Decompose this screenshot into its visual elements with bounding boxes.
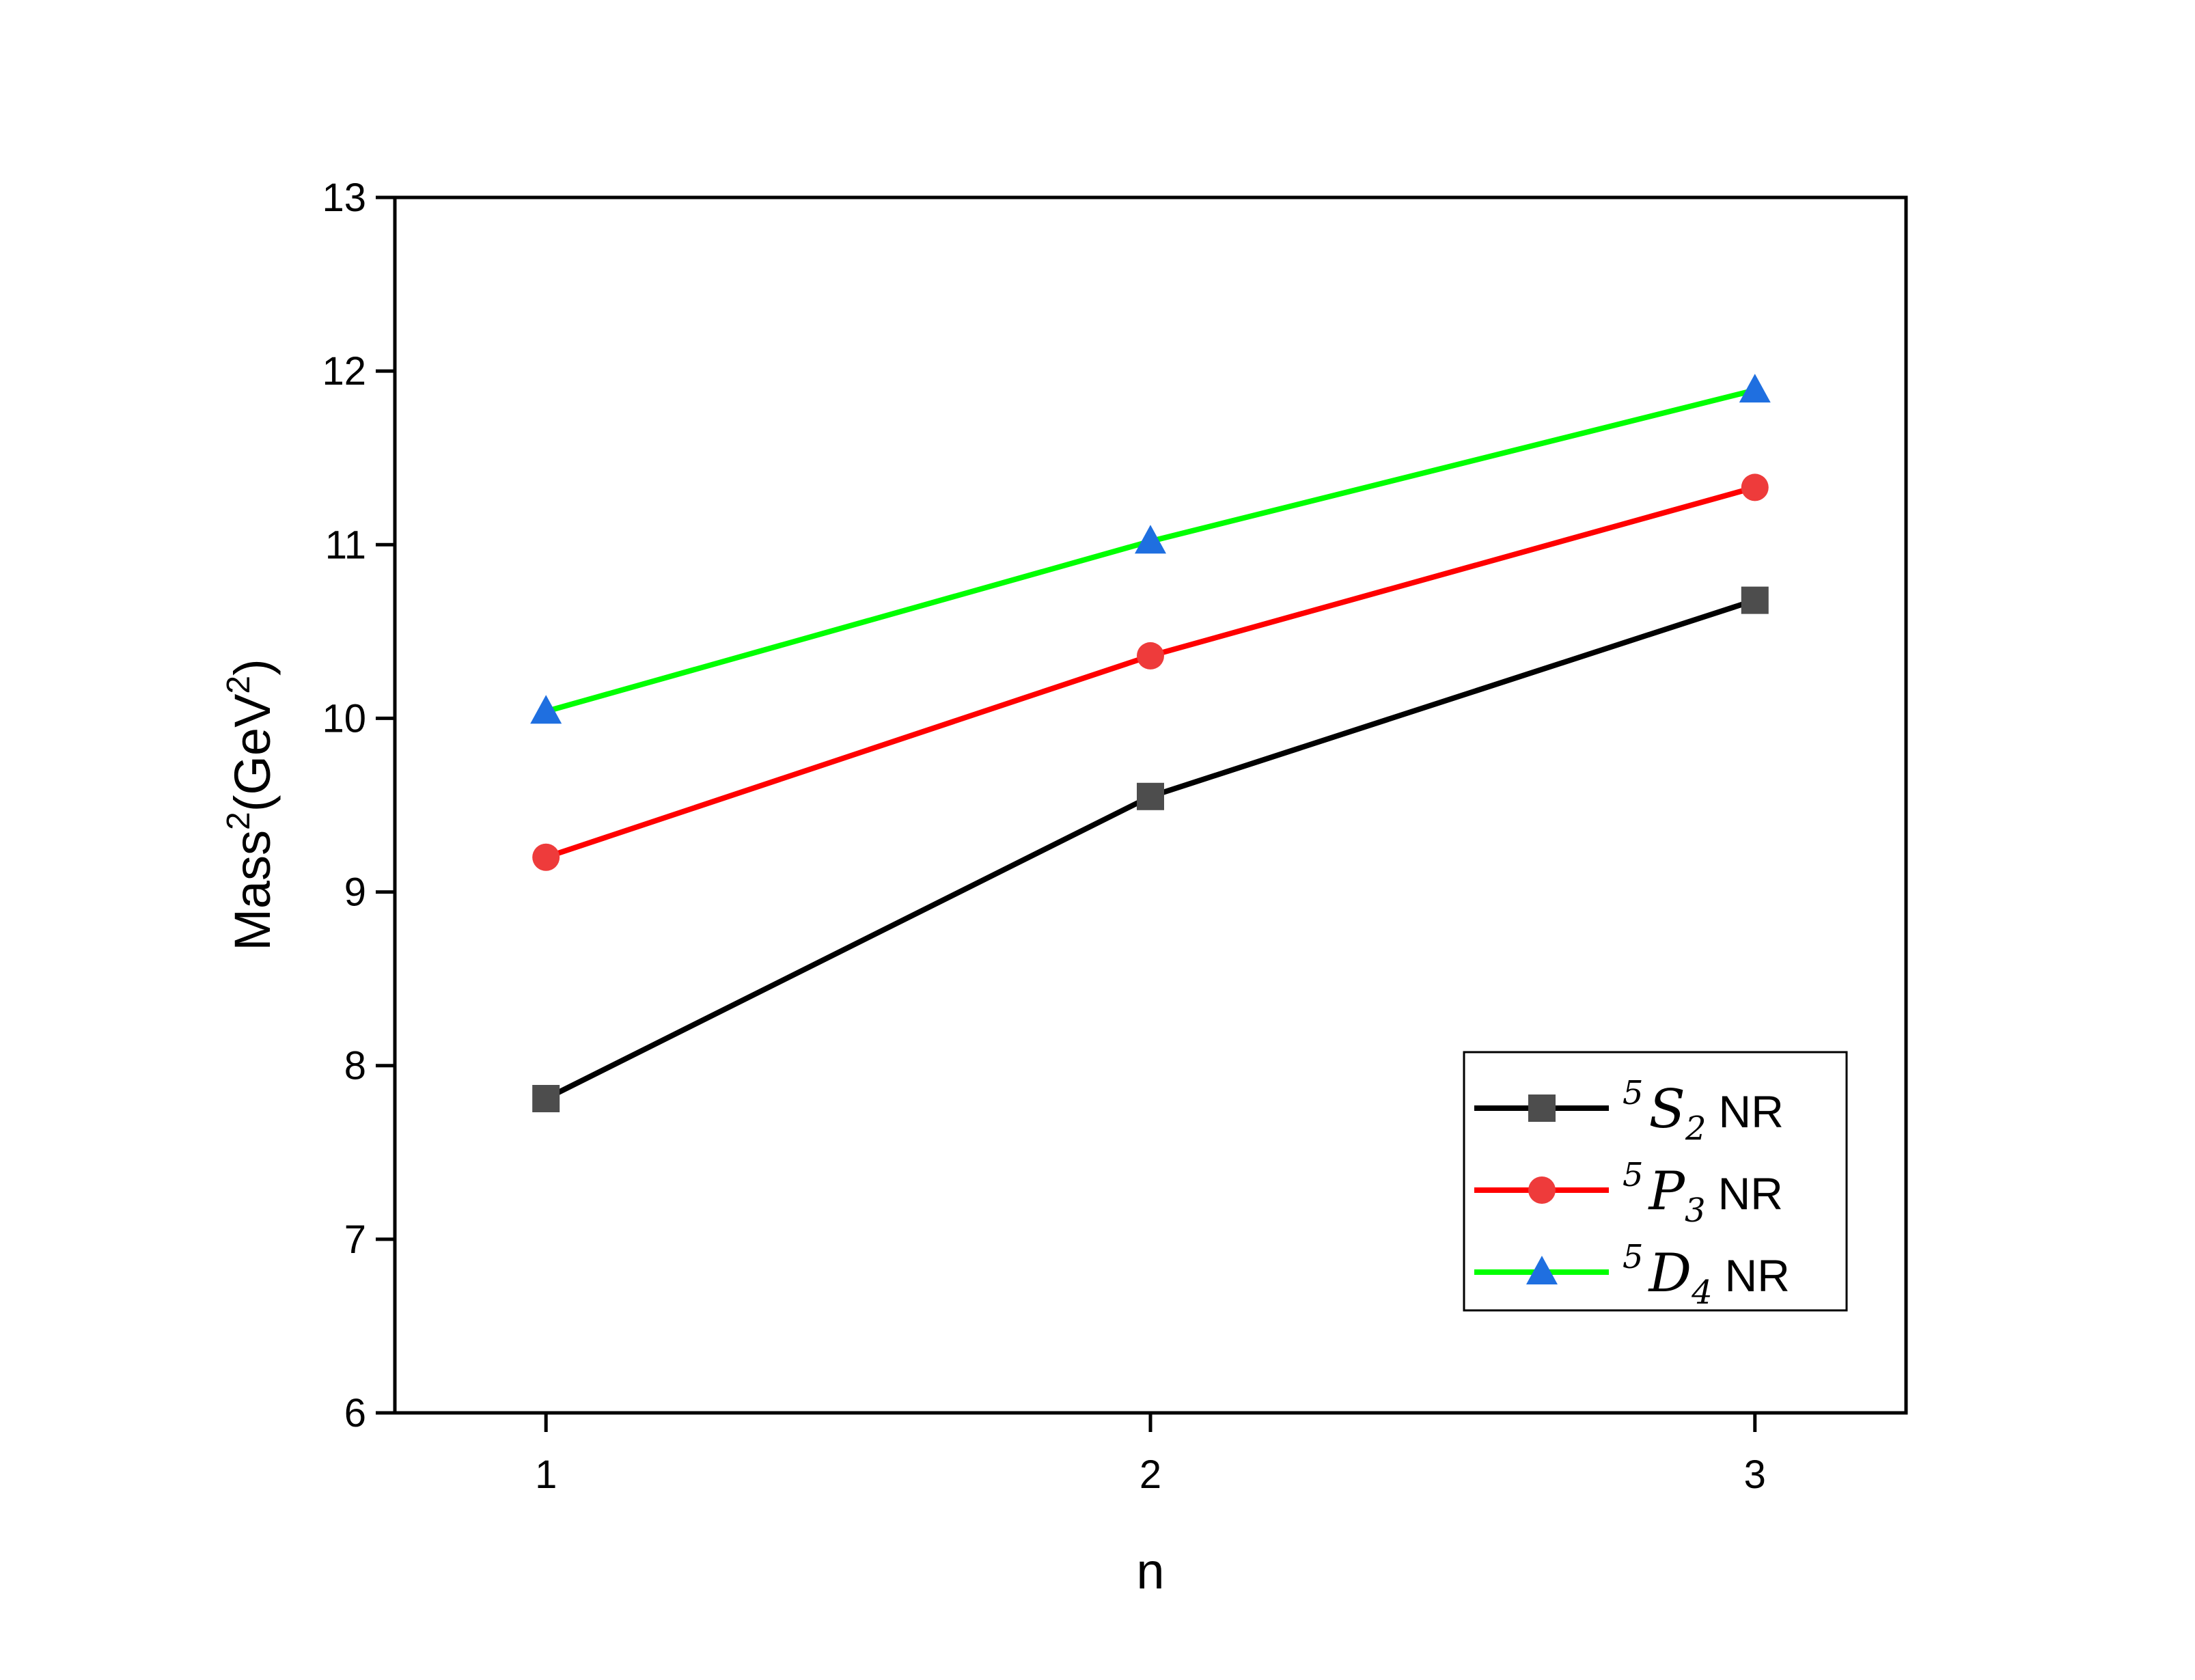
series-p bbox=[532, 473, 1769, 871]
point-d-2 bbox=[1135, 525, 1166, 554]
y-tick-label-11: 11 bbox=[325, 523, 366, 567]
x-axis-title: n bbox=[1136, 1543, 1164, 1599]
legend-item-s: 5 S2 NR bbox=[1474, 1074, 1784, 1148]
point-p-2 bbox=[1137, 642, 1164, 670]
series-layer bbox=[530, 374, 1771, 1113]
legend-item-p: 5 P3 NR bbox=[1474, 1156, 1783, 1230]
y-tick-label-10: 10 bbox=[322, 696, 366, 741]
y-tick-label-7: 7 bbox=[344, 1217, 366, 1262]
point-p-1 bbox=[532, 843, 560, 871]
y-tick-label-6: 6 bbox=[344, 1391, 366, 1435]
series-s bbox=[532, 586, 1769, 1113]
x-tick-label-3: 3 bbox=[1744, 1452, 1766, 1497]
legend: 5 S2 NR 5 P3 NR 5 D4 NR bbox=[1463, 1051, 1848, 1312]
legend-label-d: 5 D4 NR bbox=[1623, 1238, 1790, 1312]
legend-item-d: 5 D4 NR bbox=[1474, 1238, 1790, 1312]
x-tick-label-2: 2 bbox=[1140, 1452, 1161, 1497]
legend-marker-p bbox=[1528, 1176, 1556, 1204]
x-tick-label-1: 1 bbox=[535, 1452, 557, 1497]
legend-box bbox=[1463, 1051, 1848, 1312]
legend-items: 5 S2 NR 5 P3 NR 5 D4 NR bbox=[1474, 1074, 1790, 1312]
legend-label-s: 5 S2 NR bbox=[1623, 1074, 1784, 1148]
legend-marker-s bbox=[1528, 1094, 1556, 1122]
y-tick-label-9: 9 bbox=[344, 870, 366, 915]
point-s-2 bbox=[1137, 782, 1164, 810]
series-d bbox=[530, 374, 1771, 724]
point-d-1 bbox=[530, 695, 562, 724]
y-tick-label-8: 8 bbox=[344, 1044, 366, 1088]
point-s-1 bbox=[532, 1085, 560, 1113]
point-s-3 bbox=[1741, 586, 1769, 614]
y-axis-title: Mass2(GeV2) bbox=[221, 659, 281, 951]
y-tick-label-12: 12 bbox=[322, 349, 366, 394]
legend-label-p: 5 P3 NR bbox=[1623, 1156, 1783, 1230]
y-tick-label-13: 13 bbox=[322, 176, 366, 220]
point-p-3 bbox=[1741, 473, 1769, 501]
point-d-3 bbox=[1739, 374, 1771, 403]
legend-marker-d bbox=[1526, 1256, 1558, 1284]
